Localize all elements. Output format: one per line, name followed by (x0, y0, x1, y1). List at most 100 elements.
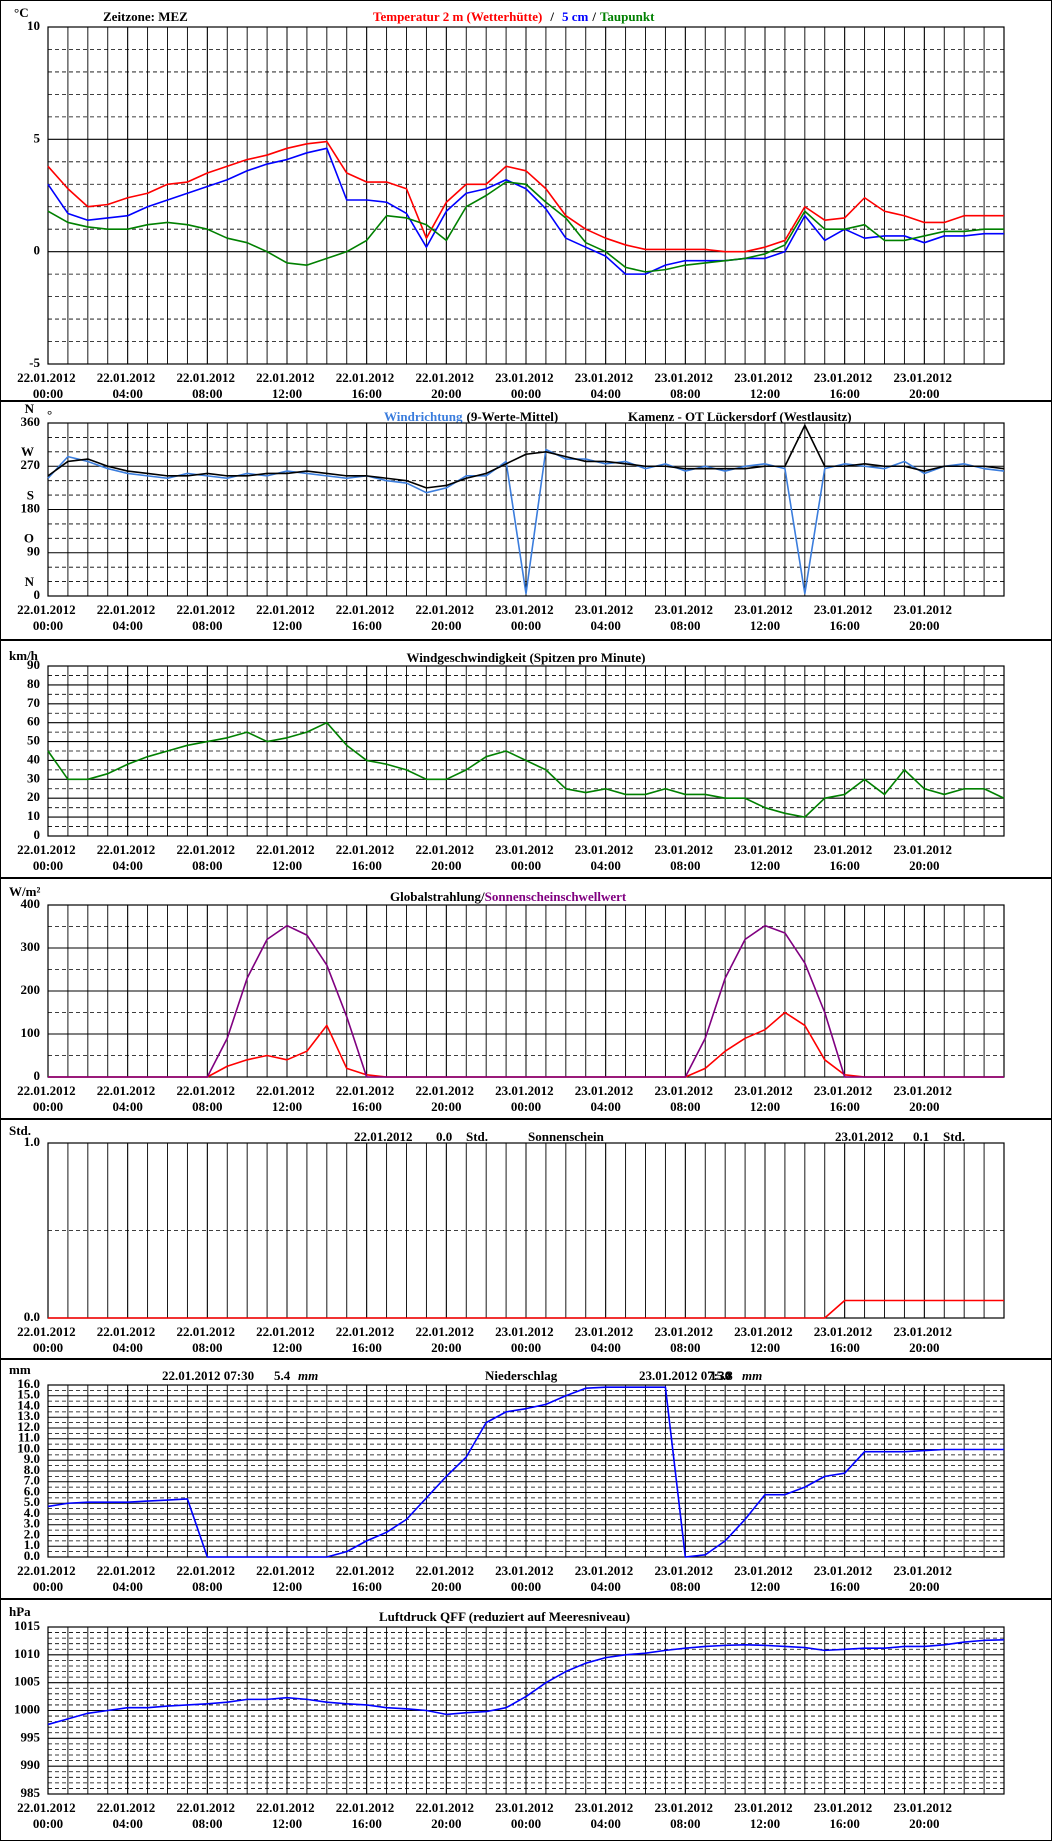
y-tick-label: 400 (21, 896, 41, 911)
x-tick-label: 22.01.2012 00:00 (17, 370, 79, 401)
x-tick-label: 22.01.2012 00:00 (17, 1563, 79, 1594)
y-tick-label: 0.0 (24, 1548, 40, 1563)
y-tick-label: 14.0 (17, 1397, 40, 1412)
plot-frame (47, 1626, 1005, 1795)
y-tick-label: 1010 (14, 1646, 40, 1661)
y-tick-label: 0 (34, 1068, 41, 1083)
y-tick-label: 1015 (14, 1618, 41, 1633)
x-tick-label: 23.01.2012 08:00 (654, 842, 716, 873)
compass-label: O (24, 531, 34, 546)
annotation: mm (298, 1368, 318, 1383)
unit: hPa (9, 1604, 31, 1619)
y-tick-label: 60 (27, 714, 40, 729)
y-tick-label: 985 (21, 1785, 41, 1800)
x-tick-label: 23.01.2012 20:00 (893, 602, 955, 633)
unit: Std. (9, 1123, 31, 1138)
x-tick-label: 22.01.2012 12:00 (256, 842, 318, 873)
chart-panel: 985 990 995 1000 1005 1010 1015 22.01.2012 00:0… (14, 1618, 1005, 1831)
x-tick-label: 23.01.2012 12:00 (734, 842, 796, 873)
y-tick-label: 4.0 (24, 1505, 40, 1520)
x-tick-label: 23.01.2012 16:00 (814, 370, 876, 401)
x-tick-label: 23.01.2012 16:00 (814, 1083, 876, 1114)
separator-text: / (591, 9, 596, 24)
y-tick-label: 300 (21, 939, 41, 954)
separator-text: / (549, 9, 554, 24)
x-tick-label: 23.01.2012 04:00 (575, 842, 637, 873)
x-tick-label: 23.01.2012 20:00 (893, 1324, 955, 1355)
y-tick-label: 200 (21, 982, 41, 997)
x-tick-label: 23.01.2012 20:00 (893, 1083, 955, 1114)
x-tick-label: 23.01.2012 08:00 (654, 602, 716, 633)
x-tick-label: 23.01.2012 12:00 (734, 1324, 796, 1355)
y-tick-label: 8.0 (24, 1462, 40, 1477)
x-tick-label: 22.01.2012 00:00 (17, 1324, 79, 1355)
x-tick-label: 22.01.2012 04:00 (97, 1563, 159, 1594)
x-tick-label: 22.01.2012 16:00 (336, 1324, 398, 1355)
x-tick-label: 23.01.2012 04:00 (575, 1083, 637, 1114)
y-tick-label: 360 (21, 414, 41, 429)
y-tick-label: 3.0 (24, 1516, 40, 1531)
title-text: (9-Werte-Mittel) (467, 409, 559, 424)
chart-title: Sonnenschein (528, 1129, 605, 1144)
x-tick-label: 22.01.2012 00:00 (17, 1800, 79, 1831)
x-tick-label: 22.01.2012 04:00 (97, 602, 159, 633)
x-tick-label: 22.01.2012 20:00 (415, 1083, 477, 1114)
chart-panel: 0.01.02.03.04.05.06.07.08.09.010.011.012… (17, 1376, 1005, 1594)
annotation: Std. (943, 1129, 965, 1144)
x-tick-label: 23.01.2012 08:00 (654, 1083, 716, 1114)
x-tick-label: 22.01.2012 08:00 (176, 1800, 238, 1831)
plot-frame (47, 26, 1005, 365)
panel-separators (0, 400, 1052, 1600)
x-tick-label: 22.01.2012 16:00 (336, 1083, 398, 1114)
x-tick-label: 23.01.2012 04:00 (575, 1563, 637, 1594)
annotation: 0.0 (436, 1129, 452, 1144)
y-tick-label: 16.0 (17, 1376, 40, 1391)
x-tick-label: 22.01.2012 04:00 (97, 1324, 159, 1355)
unit: °C (14, 5, 29, 20)
x-tick-label: 22.01.2012 04:00 (97, 370, 159, 401)
y-tick-label: -5 (29, 355, 40, 370)
x-tick-label: 22.01.2012 20:00 (415, 1800, 477, 1831)
chart-title: Temperatur 2 m (Wetterhütte)/5 cm / Taupun… (373, 9, 655, 24)
x-tick-label: 22.01.2012 08:00 (176, 842, 238, 873)
y-tick-label: 50 (27, 733, 40, 748)
x-tick-label: 22.01.2012 16:00 (336, 1563, 398, 1594)
x-tick-label: 23.01.2012 00:00 (495, 1324, 557, 1355)
x-tick-label: 22.01.2012 00:00 (17, 842, 79, 873)
x-tick-label: 22.01.2012 20:00 (415, 1324, 477, 1355)
station: Kamenz - OT Lückersdorf (Westlausitz) (628, 409, 852, 424)
y-tick-label: 5 (34, 130, 41, 145)
y-tick-label: 1.0 (24, 1134, 40, 1149)
legend-entry: Temperatur 2 m (Wetterhütte) (373, 9, 542, 24)
x-tick-label: 23.01.2012 08:00 (654, 370, 716, 401)
series-line (47, 140, 1004, 253)
legend-entry: Sonnenscheinschwellwert (485, 889, 627, 904)
y-tick-label: 11.0 (18, 1430, 40, 1445)
x-tick-label: 22.01.2012 16:00 (336, 842, 398, 873)
unit: W/m² (9, 884, 40, 899)
x-tick-label: 23.01.2012 16:00 (814, 1324, 876, 1355)
y-tick-label: 70 (27, 695, 40, 710)
x-tick-label: 23.01.2012 04:00 (575, 602, 637, 633)
y-tick-label: 180 (21, 500, 41, 515)
y-tick-label: 0 (34, 587, 41, 602)
y-tick-label: 1.0 (24, 1537, 40, 1552)
x-tick-label: 23.01.2012 12:00 (734, 370, 796, 401)
annotation: 22.01.2012 07:30 (162, 1368, 254, 1383)
annotation: 23.01.2012 07:30 (639, 1368, 731, 1383)
x-tick-label: 23.01.2012 16:00 (814, 602, 876, 633)
y-tick-label: 13.0 (17, 1408, 40, 1423)
x-tick-label: 23.01.2012 00:00 (495, 1563, 557, 1594)
y-tick-label: 90 (27, 544, 40, 559)
series-line (47, 1386, 1004, 1558)
x-tick-label: 22.01.2012 16:00 (336, 1800, 398, 1831)
x-tick-label: 22.01.2012 04:00 (97, 842, 159, 873)
x-tick-label: 23.01.2012 16:00 (814, 1800, 876, 1831)
compass-label: S (27, 487, 34, 502)
x-tick-label: 22.01.2012 16:00 (336, 602, 398, 633)
unit: km/h (9, 648, 39, 663)
x-tick-label: 22.01.2012 12:00 (256, 602, 318, 633)
